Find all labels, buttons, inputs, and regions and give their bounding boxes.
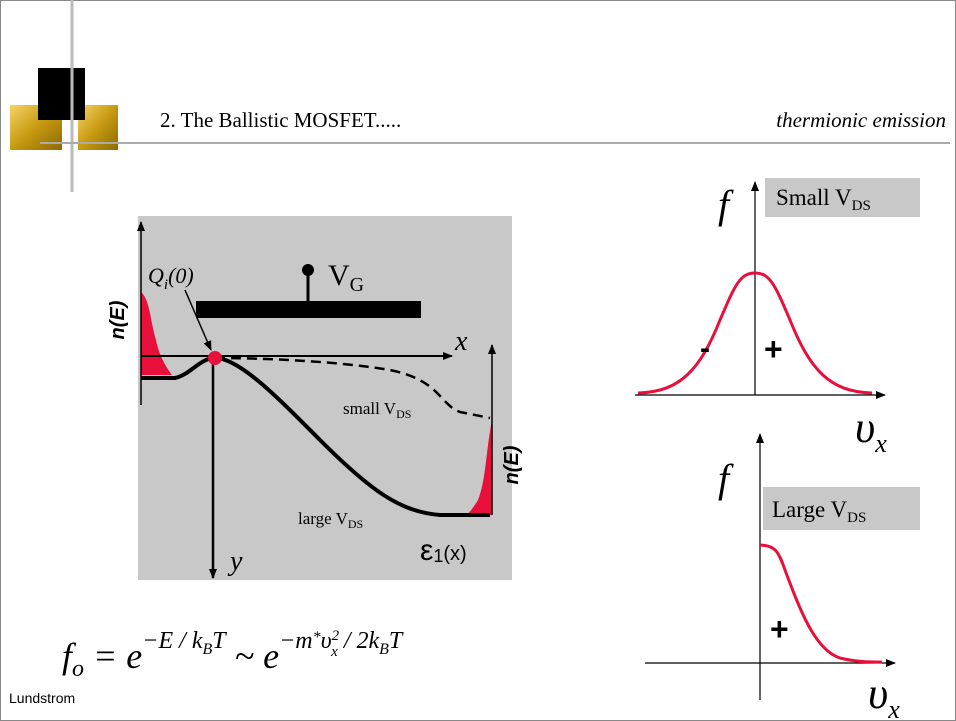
charge-point [208, 351, 222, 365]
graph-1-sign: + [764, 331, 783, 367]
x-axis-label: x [454, 326, 468, 357]
slide-title: 2. The Ballistic MOSFET..... [160, 108, 401, 132]
gate [196, 301, 421, 318]
y-axis-label: y [227, 546, 243, 577]
gate-contact [302, 264, 314, 276]
left-density-label: n(E) [107, 300, 129, 339]
graph-1-sign: - [700, 332, 710, 365]
slide: 2. The Ballistic MOSFET..... thermionic … [0, 0, 956, 721]
graph-2-sign: + [770, 611, 789, 647]
right-density-label: n(E) [501, 445, 523, 484]
footer-author: Lundstrom [9, 690, 75, 706]
topic: thermionic emission [776, 108, 946, 132]
